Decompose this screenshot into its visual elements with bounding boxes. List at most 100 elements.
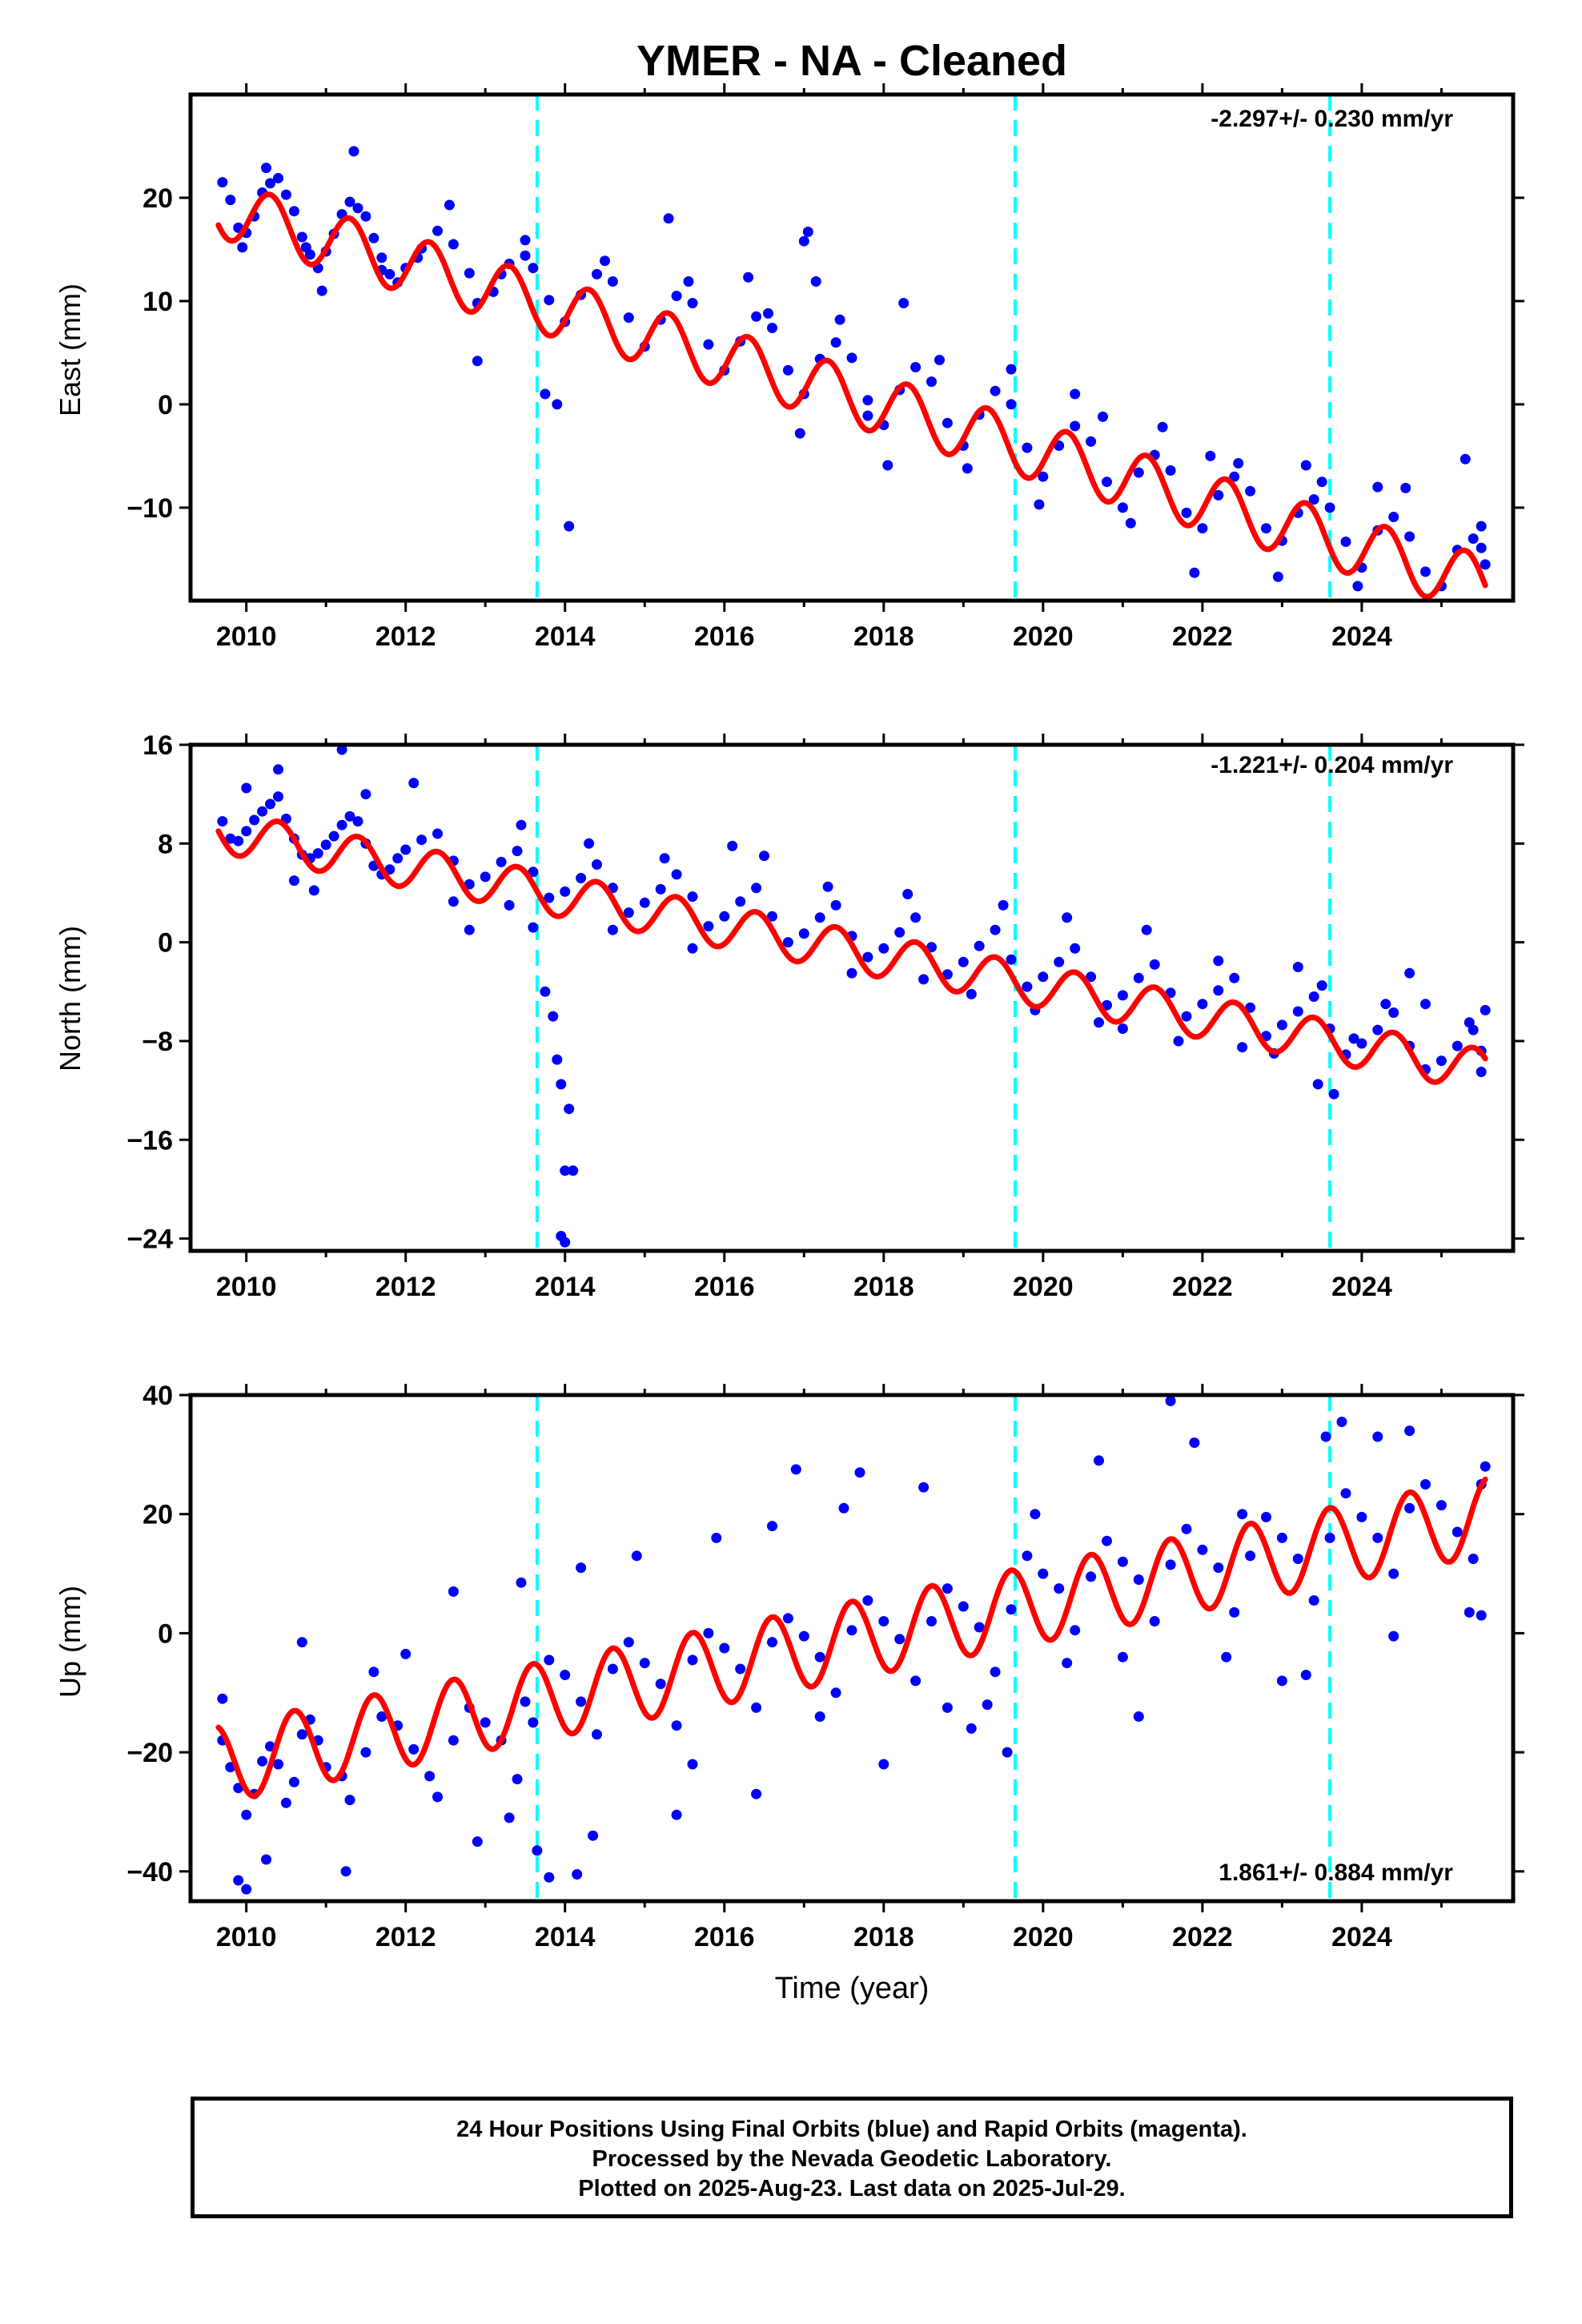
east-data-point bbox=[763, 308, 773, 319]
up-data-point bbox=[576, 1562, 587, 1574]
north-data-point bbox=[659, 853, 670, 864]
east-data-point bbox=[767, 323, 777, 333]
up-data-point bbox=[1388, 1568, 1399, 1579]
up-data-point bbox=[360, 1747, 371, 1758]
east-data-point bbox=[217, 177, 228, 188]
east-data-point bbox=[1388, 512, 1399, 522]
east-y-tick-label: 20 bbox=[143, 183, 173, 214]
east-data-point bbox=[1181, 507, 1192, 518]
up-y-tick-label: −20 bbox=[126, 1738, 173, 1768]
up-data-point bbox=[814, 1711, 825, 1722]
up-data-point bbox=[1030, 1509, 1041, 1520]
east-y-tick-label: 0 bbox=[158, 390, 173, 420]
up-data-point bbox=[233, 1875, 244, 1886]
up-data-point bbox=[1420, 1479, 1431, 1490]
east-data-point bbox=[448, 239, 459, 250]
up-data-point bbox=[982, 1699, 993, 1711]
north-data-point bbox=[516, 819, 527, 830]
east-data-point bbox=[1189, 567, 1200, 578]
north-data-point bbox=[966, 988, 977, 999]
east-model-curve bbox=[215, 191, 1488, 600]
north-model-curve bbox=[215, 818, 1488, 1085]
north-data-point bbox=[540, 986, 551, 997]
up-rate-label: 1.861+/- 0.884 mm/yr bbox=[1219, 1860, 1453, 1886]
north-data-point bbox=[352, 816, 363, 827]
north-data-point bbox=[480, 871, 491, 883]
north-data-point bbox=[862, 951, 873, 963]
up-data-point bbox=[1435, 1500, 1447, 1511]
north-data-point bbox=[1464, 1017, 1475, 1028]
up-data-point bbox=[1468, 1554, 1479, 1564]
east-data-point bbox=[1460, 453, 1471, 464]
east-data-point bbox=[528, 263, 539, 274]
east-data-point bbox=[225, 195, 236, 206]
east-data-point bbox=[794, 428, 805, 439]
east-data-point bbox=[671, 291, 682, 301]
north-data-point bbox=[320, 839, 331, 850]
up-data-point bbox=[958, 1601, 969, 1612]
north-data-point bbox=[1141, 924, 1152, 935]
east-data-point bbox=[600, 255, 610, 267]
north-data-point bbox=[926, 942, 937, 953]
north-data-point bbox=[584, 838, 595, 849]
up-data-point bbox=[894, 1634, 905, 1645]
east-data-point bbox=[683, 276, 694, 287]
up-data-point bbox=[592, 1729, 602, 1740]
north-y-tick-label: −16 bbox=[126, 1125, 173, 1156]
up-data-point bbox=[1476, 1610, 1487, 1621]
up-data-point bbox=[520, 1696, 531, 1707]
up-data-point bbox=[790, 1464, 801, 1475]
north-data-point bbox=[623, 907, 634, 919]
east-data-point bbox=[1261, 523, 1271, 534]
up-data-point bbox=[1133, 1574, 1144, 1585]
up-data-point bbox=[532, 1845, 543, 1856]
north-rate-label: -1.221+/- 0.204 mm/yr bbox=[1211, 752, 1453, 778]
east-x-tick-label: 2024 bbox=[1331, 621, 1392, 652]
north-data-point bbox=[830, 899, 841, 911]
east-data-point bbox=[1476, 521, 1487, 532]
up-data-point bbox=[376, 1711, 387, 1722]
up-data-point bbox=[1022, 1550, 1033, 1562]
north-data-point bbox=[735, 896, 746, 907]
north-data-point bbox=[687, 891, 698, 903]
up-data-point bbox=[607, 1663, 618, 1675]
north-data-point bbox=[448, 896, 459, 907]
up-data-point bbox=[1213, 1562, 1224, 1574]
north-data-point bbox=[257, 806, 268, 817]
north-data-point bbox=[1237, 1042, 1248, 1053]
up-data-point bbox=[1133, 1711, 1144, 1722]
north-data-point bbox=[846, 967, 857, 979]
up-y-tick-label: −40 bbox=[126, 1857, 173, 1888]
up-data-point bbox=[838, 1502, 849, 1514]
up-data-point bbox=[1165, 1559, 1176, 1570]
up-data-point bbox=[280, 1797, 291, 1808]
up-data-point bbox=[1229, 1606, 1240, 1618]
up-data-point bbox=[560, 1670, 571, 1680]
north-data-point bbox=[998, 899, 1009, 911]
east-data-point bbox=[910, 362, 921, 372]
north-data-point bbox=[241, 826, 252, 837]
north-data-point bbox=[1213, 955, 1224, 967]
east-data-point bbox=[544, 295, 555, 306]
north-data-point bbox=[556, 1079, 567, 1090]
east-data-point bbox=[1324, 502, 1335, 513]
east-data-point bbox=[751, 311, 762, 322]
east-data-point bbox=[1034, 499, 1045, 510]
up-data-point bbox=[711, 1532, 722, 1543]
north-data-point bbox=[910, 912, 921, 923]
up-y-tick-label: 40 bbox=[143, 1381, 173, 1411]
up-data-point bbox=[408, 1743, 420, 1755]
up-data-point bbox=[751, 1702, 762, 1713]
east-data-point bbox=[352, 203, 363, 214]
east-data-point bbox=[1022, 442, 1033, 453]
east-data-point bbox=[862, 410, 873, 421]
up-data-point bbox=[1356, 1511, 1367, 1522]
up-y-tick-label: 0 bbox=[158, 1618, 173, 1649]
up-data-point bbox=[448, 1586, 459, 1597]
east-data-point bbox=[1086, 436, 1097, 447]
up-data-point bbox=[942, 1702, 953, 1713]
up-model-curve bbox=[215, 1476, 1488, 1799]
north-data-point bbox=[671, 869, 682, 880]
up-data-point bbox=[966, 1723, 977, 1734]
north-data-point bbox=[1117, 1023, 1128, 1034]
